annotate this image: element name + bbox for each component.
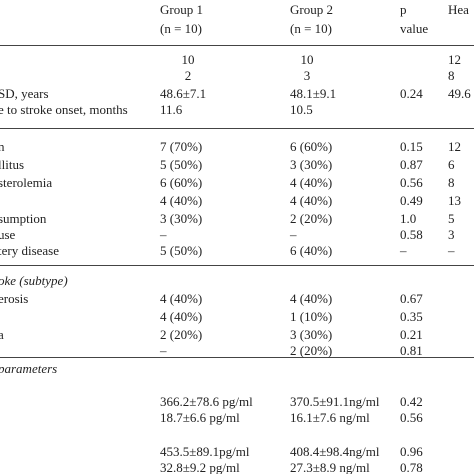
row-label: erosis: [0, 291, 29, 306]
cell: 0.67: [400, 291, 423, 306]
cell: 7 (70%): [160, 139, 203, 154]
cell: 2 (20%): [160, 327, 203, 342]
cell: 4 (40%): [290, 175, 333, 190]
cell: 10: [181, 52, 195, 67]
column-header: Group 2: [290, 2, 333, 17]
cell: 3: [448, 227, 455, 242]
cell: 2 (20%): [290, 211, 333, 226]
cell: 0.58: [400, 227, 423, 242]
rule: [0, 265, 474, 266]
column-header: Group 1: [160, 2, 203, 17]
cell: –: [448, 243, 455, 258]
row-label: tery disease: [0, 243, 60, 258]
cell: 16.1±7.6 ng/ml: [290, 410, 370, 425]
section-heading: oke (subtype): [0, 273, 68, 288]
column-header: (n = 10): [160, 21, 202, 36]
rule: [0, 128, 474, 129]
cell: 0.35: [400, 309, 423, 324]
cell: 8: [448, 175, 455, 190]
cell: 8: [448, 68, 455, 83]
cell: 0.81: [400, 343, 423, 358]
column-header: p: [400, 2, 407, 17]
cell: 32.8±9.2 pg/ml: [160, 460, 240, 474]
column-header: value: [400, 21, 429, 36]
cell: 0.96: [400, 444, 423, 459]
rule: [0, 357, 474, 358]
row-label: SD, years: [0, 86, 49, 101]
cell: 0.42: [400, 394, 423, 409]
cell: 48.6±7.1: [160, 86, 207, 101]
cell: 4 (40%): [290, 291, 333, 306]
cell: 0.24: [400, 86, 423, 101]
row-label: n: [0, 139, 5, 154]
cell: 4 (40%): [290, 193, 333, 208]
cell: –: [290, 227, 297, 242]
cell: 4 (40%): [160, 291, 203, 306]
cell: 6: [448, 157, 455, 172]
cell: 4 (40%): [160, 309, 203, 324]
row-label: sumption: [0, 211, 47, 226]
cell: 12: [448, 52, 461, 67]
cell: 1 (10%): [290, 309, 333, 324]
row-label: use: [0, 227, 16, 242]
cell: 10: [300, 52, 314, 67]
cell: 4 (40%): [160, 193, 203, 208]
cell: –: [400, 243, 407, 258]
cell: 0.49: [400, 193, 423, 208]
cell: 48.1±9.1: [290, 86, 337, 101]
cell: 5: [448, 211, 455, 226]
cell: 0.78: [400, 460, 423, 474]
rule: [0, 45, 474, 46]
column-header: (n = 10): [290, 21, 332, 36]
row-label: a: [0, 327, 4, 342]
cell: 0.56: [400, 410, 423, 425]
cell: 3 (30%): [290, 327, 333, 342]
cell: 453.5±89.1pg/ml: [160, 444, 250, 459]
cell: 0.15: [400, 139, 423, 154]
cell: 18.7±6.6 pg/ml: [160, 410, 240, 425]
cell: 6 (60%): [290, 139, 333, 154]
cell: 12: [448, 139, 461, 154]
cell: 0.87: [400, 157, 423, 172]
cell: 11.6: [160, 102, 183, 117]
cell: 6 (40%): [290, 243, 333, 258]
cell: 0.56: [400, 175, 423, 190]
row-label: e to stroke onset, months: [0, 102, 128, 117]
section-heading: parameters: [0, 361, 58, 376]
cell: 0.21: [400, 327, 423, 342]
cell: 49.6: [448, 86, 471, 101]
cell: 366.2±78.6 pg/ml: [160, 394, 253, 409]
row-label: llitus: [0, 157, 25, 172]
cell: 2: [184, 68, 192, 83]
cell: 5 (50%): [160, 157, 203, 172]
cell: –: [160, 343, 167, 358]
cell: 6 (60%): [160, 175, 203, 190]
cell: 27.3±8.9 ng/ml: [290, 460, 370, 474]
column-header: Hea: [448, 2, 469, 17]
cell: 3: [303, 68, 311, 83]
cell: 2 (20%): [290, 343, 333, 358]
cell: 10.5: [290, 102, 313, 117]
cell: 370.5±91.1ng/ml: [290, 394, 380, 409]
cell: 1.0: [400, 211, 417, 226]
row-label: sterolemia: [0, 175, 53, 190]
cell: 3 (30%): [160, 211, 203, 226]
cell: 13: [448, 193, 461, 208]
cell: 3 (30%): [290, 157, 333, 172]
cell: –: [160, 227, 167, 242]
cell: 408.4±98.4ng/ml: [290, 444, 380, 459]
cell: 5 (50%): [160, 243, 203, 258]
